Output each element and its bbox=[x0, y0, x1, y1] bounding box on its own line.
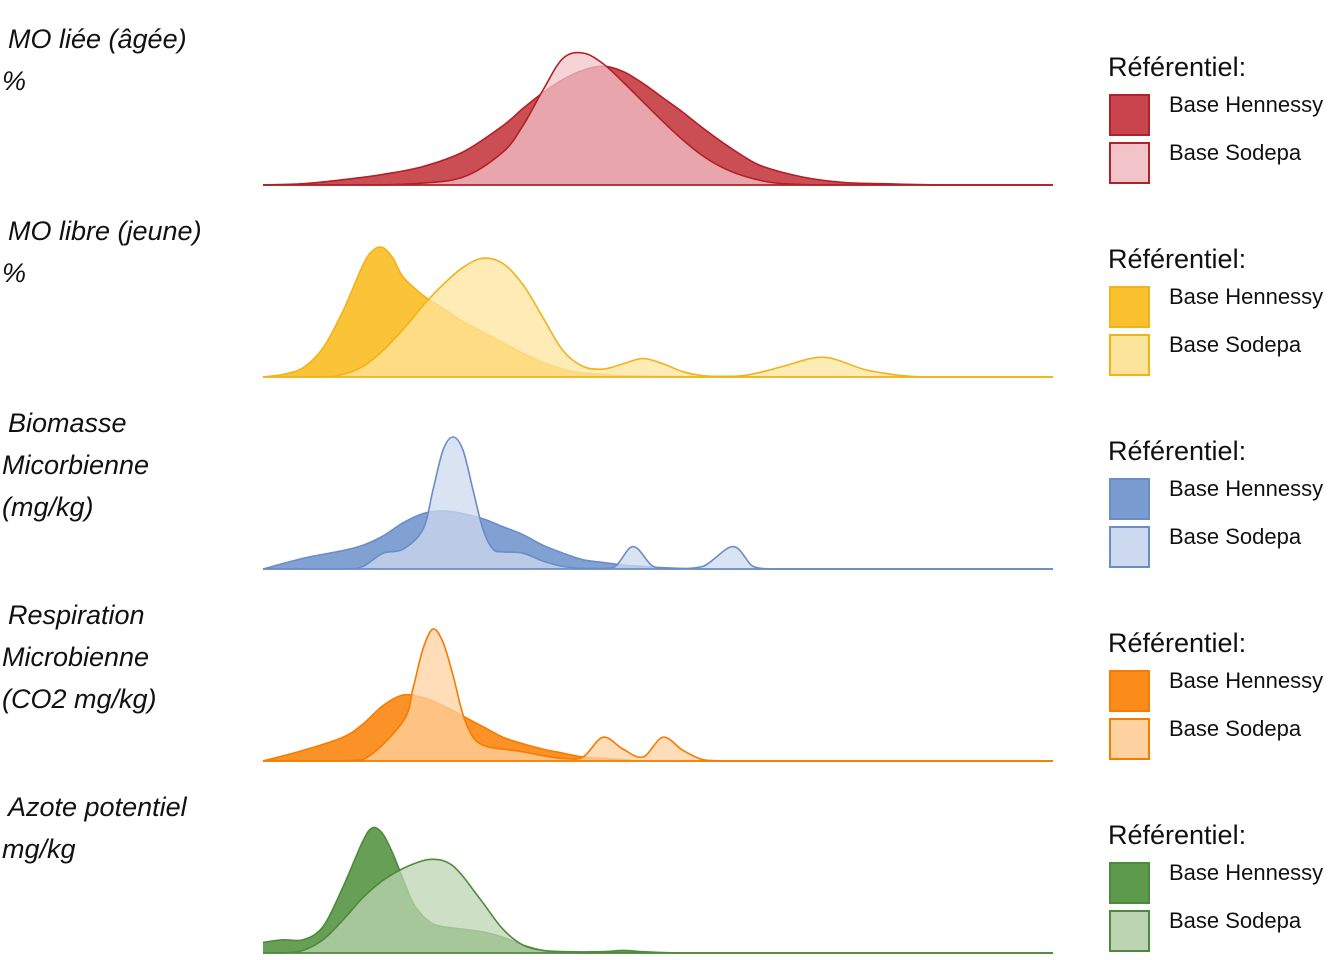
legend-swatch bbox=[1109, 718, 1150, 760]
legend-label: Base Sodepa bbox=[1169, 716, 1302, 741]
legend-swatch bbox=[1109, 286, 1150, 328]
variable-label-line: mg/kg bbox=[2, 834, 76, 864]
legend-item: Base Hennessy bbox=[1108, 666, 1344, 714]
ridge-panel: Azote potentiel mg/kg Référentiel: Base Hen… bbox=[0, 768, 1344, 960]
legend: Référentiel: Base Hennessy Base Sodepa bbox=[1108, 434, 1344, 570]
density-area-base-sodepa bbox=[263, 437, 1053, 569]
legend-title: Référentiel: bbox=[1108, 820, 1247, 850]
legend-swatch bbox=[1109, 142, 1150, 184]
density-area-base-sodepa bbox=[263, 258, 1053, 377]
density-area-base-sodepa bbox=[263, 52, 1053, 186]
variable-label-line: % bbox=[2, 258, 27, 288]
legend-item: Base Sodepa bbox=[1108, 522, 1344, 570]
density-line-base-sodepa bbox=[262, 257, 1053, 378]
variable-label: Azote potentiel mg/kg bbox=[0, 786, 250, 870]
legend: Référentiel: Base Hennessy Base Sodepa bbox=[1108, 818, 1344, 954]
variable-label: Respiration Microbienne (CO2 mg/kg) bbox=[0, 594, 250, 720]
legend-label: Base Hennessy bbox=[1169, 476, 1324, 501]
legend-title: Référentiel: bbox=[1108, 628, 1247, 658]
legend-label: Base Hennessy bbox=[1169, 860, 1324, 885]
legend-swatch bbox=[1109, 862, 1150, 904]
variable-label-line: Respiration bbox=[8, 600, 145, 630]
legend: Référentiel: Base Hennessy Base Sodepa bbox=[1108, 626, 1344, 762]
legend-item: Base Sodepa bbox=[1108, 138, 1344, 186]
legend-swatch bbox=[1109, 94, 1150, 136]
legend-item: Base Sodepa bbox=[1108, 330, 1344, 378]
density-area-base-sodepa bbox=[263, 628, 1053, 761]
ridge-panel: MO libre (jeune)% Référentiel: Base Hennes… bbox=[0, 192, 1344, 384]
density-area-base-sodepa bbox=[263, 859, 1053, 953]
ridge-panel: MO liée (âgée)% Référentiel: Base Hennessy… bbox=[0, 0, 1344, 192]
legend: Référentiel: Base Hennessy Base Sodepa bbox=[1108, 242, 1344, 378]
legend-item: Base Sodepa bbox=[1108, 714, 1344, 762]
legend-label: Base Sodepa bbox=[1169, 332, 1302, 357]
density-plot bbox=[262, 51, 1053, 186]
density-plot bbox=[262, 826, 1053, 954]
variable-label-line: MO libre (jeune) bbox=[8, 216, 202, 246]
legend-label: Base Hennessy bbox=[1169, 284, 1324, 309]
variable-label-line: (CO2 mg/kg) bbox=[2, 684, 157, 714]
variable-label-line: (mg/kg) bbox=[2, 492, 94, 522]
legend-swatch bbox=[1109, 526, 1150, 568]
density-line-base-hennessy bbox=[262, 65, 1053, 186]
legend-title: Référentiel: bbox=[1108, 244, 1247, 274]
variable-label: MO libre (jeune)% bbox=[0, 210, 250, 294]
legend-item: Base Hennessy bbox=[1108, 474, 1344, 522]
legend-item: Base Sodepa bbox=[1108, 906, 1344, 954]
legend-swatch bbox=[1109, 670, 1150, 712]
variable-label: Biomasse Micorbienne (mg/kg) bbox=[0, 402, 250, 528]
legend-label: Base Hennessy bbox=[1169, 92, 1324, 117]
legend-swatch bbox=[1109, 478, 1150, 520]
legend-label: Base Hennessy bbox=[1169, 668, 1324, 693]
density-line-base-sodepa bbox=[262, 436, 1053, 570]
legend-item: Base Hennessy bbox=[1108, 858, 1344, 906]
variable-label-line: Micorbienne bbox=[2, 450, 150, 480]
legend: Référentiel: Base Hennessy Base Sodepa bbox=[1108, 50, 1344, 186]
legend-title: Référentiel: bbox=[1108, 52, 1247, 82]
ridge-panel: Biomasse Micorbienne (mg/kg) Référentiel: Ba… bbox=[0, 384, 1344, 576]
legend-item: Base Hennessy bbox=[1108, 90, 1344, 138]
legend-label: Base Sodepa bbox=[1169, 908, 1302, 933]
variable-label-line: Azote potentiel bbox=[8, 792, 187, 822]
variable-label: MO liée (âgée)% bbox=[0, 18, 250, 102]
density-plot bbox=[262, 246, 1053, 378]
variable-label-line: MO liée (âgée) bbox=[8, 24, 187, 54]
legend-item: Base Hennessy bbox=[1108, 282, 1344, 330]
variable-label-line: % bbox=[2, 66, 27, 96]
density-plot bbox=[262, 628, 1053, 762]
density-plot bbox=[262, 436, 1053, 570]
legend-title: Référentiel: bbox=[1108, 436, 1247, 466]
legend-label: Base Sodepa bbox=[1169, 140, 1302, 165]
ridge-panel: Respiration Microbienne (CO2 mg/kg) Référen… bbox=[0, 576, 1344, 768]
variable-label-line: Biomasse bbox=[8, 408, 127, 438]
variable-label-line: Microbienne bbox=[2, 642, 150, 672]
legend-swatch bbox=[1109, 910, 1150, 952]
legend-swatch bbox=[1109, 334, 1150, 376]
legend-label: Base Sodepa bbox=[1169, 524, 1302, 549]
